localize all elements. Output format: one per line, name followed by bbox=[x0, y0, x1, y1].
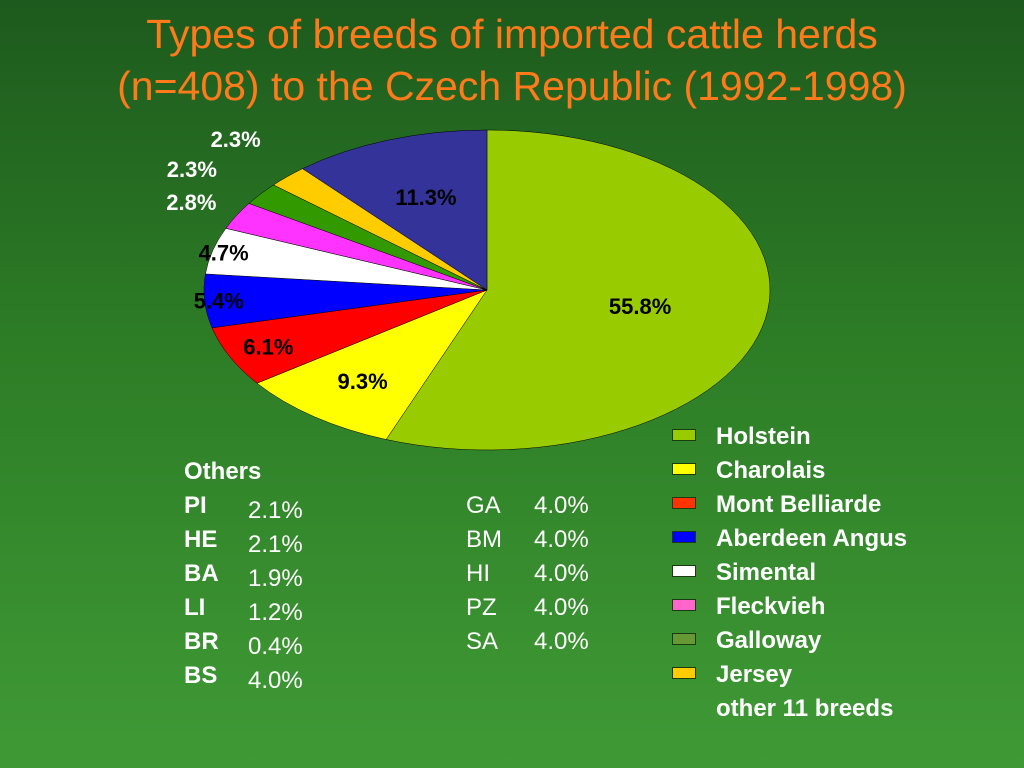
others-value: 0.4% bbox=[248, 633, 303, 660]
legend-item-other-breeds: other 11 breeds bbox=[672, 695, 992, 731]
pie-data-label: 11.3% bbox=[395, 185, 456, 210]
pie-data-label: 2.3% bbox=[167, 157, 217, 182]
legend-item-galloway: Galloway bbox=[672, 627, 992, 663]
others-value: 4.0% bbox=[248, 667, 303, 694]
legend-swatch bbox=[672, 667, 696, 679]
others-value: 2.1% bbox=[248, 497, 303, 524]
others-code: HE bbox=[184, 526, 218, 553]
pie-slice-holstein bbox=[385, 129, 771, 451]
others-value: 1.2% bbox=[248, 599, 303, 626]
others-value: 4.0% bbox=[534, 560, 589, 587]
others-code: PZ bbox=[466, 594, 497, 621]
legend-label: Galloway bbox=[716, 627, 822, 654]
others-value: 4.0% bbox=[534, 628, 589, 655]
others-value: 2.1% bbox=[248, 531, 303, 558]
pie-data-label: 5.4% bbox=[194, 288, 244, 313]
others-code: BR bbox=[184, 628, 219, 655]
others-code: BA bbox=[184, 560, 219, 587]
legend-swatch bbox=[672, 633, 696, 645]
others-code: PI bbox=[184, 492, 207, 519]
chart-title-line2: (n=408) to the Czech Republic (1992-1998… bbox=[117, 63, 907, 109]
others-code: LI bbox=[184, 594, 206, 621]
legend-item-aberdeen-angus: Aberdeen Angus bbox=[672, 525, 992, 561]
others-row: HI 4.0% bbox=[466, 560, 626, 594]
legend-label: Mont Belliarde bbox=[716, 491, 882, 518]
legend-label: Holstein bbox=[716, 423, 811, 450]
others-value: 4.0% bbox=[534, 594, 589, 621]
pie-data-label: 55.8% bbox=[609, 294, 671, 319]
legend-swatch bbox=[672, 565, 696, 577]
others-row: SA 4.0% bbox=[466, 628, 626, 662]
legend-label: Jersey bbox=[716, 661, 793, 688]
others-value: 4.0% bbox=[534, 492, 589, 519]
pie-data-label: 4.7% bbox=[199, 240, 249, 265]
legend-item-fleckvieh: Fleckvieh bbox=[672, 593, 992, 629]
others-row: BM 4.0% bbox=[466, 526, 626, 560]
pie-data-label: 2.3% bbox=[211, 127, 261, 152]
others-code: HI bbox=[466, 560, 490, 587]
legend-label: Aberdeen Angus bbox=[716, 525, 908, 552]
others-table-2: GA 4.0% BM 4.0% HI 4.0% PZ 4.0% SA 4.0% bbox=[466, 492, 626, 662]
others-row: BA 1.9% bbox=[184, 560, 344, 594]
legend-swatch bbox=[672, 463, 696, 475]
legend-swatch bbox=[672, 429, 696, 441]
legend-swatch bbox=[672, 497, 696, 509]
pie-data-label: 2.8% bbox=[166, 190, 216, 215]
legend-label: other 11 breeds bbox=[716, 695, 894, 722]
others-code: BM bbox=[466, 526, 502, 553]
chart-title-line1: Types of breeds of imported cattle herds bbox=[146, 11, 878, 57]
others-row: LI 1.2% bbox=[184, 594, 344, 628]
others-row: HE 2.1% bbox=[184, 526, 344, 560]
legend-item-holstein: Holstein bbox=[672, 423, 992, 459]
others-value: 4.0% bbox=[534, 526, 589, 553]
pie-data-label: 9.3% bbox=[338, 369, 388, 394]
others-code: GA bbox=[466, 492, 501, 519]
legend-label: Fleckvieh bbox=[716, 593, 826, 620]
others-row: PZ 4.0% bbox=[466, 594, 626, 628]
pie-data-label: 6.1% bbox=[243, 335, 293, 360]
others-value: 1.9% bbox=[248, 565, 303, 592]
others-title: Others bbox=[184, 458, 262, 485]
others-row: BS 4.0% bbox=[184, 662, 344, 696]
others-row: BR 0.4% bbox=[184, 628, 344, 662]
legend: Holstein Charolais Mont Belliarde Aberde… bbox=[672, 423, 992, 731]
legend-item-charolais: Charolais bbox=[672, 457, 992, 493]
chart-title: Types of breeds of imported cattle herds… bbox=[0, 8, 1024, 112]
legend-swatch bbox=[672, 599, 696, 611]
legend-item-simental: Simental bbox=[672, 559, 992, 595]
others-table: Others PI 2.1% HE 2.1% BA 1.9% LI 1.2% B… bbox=[184, 458, 344, 696]
others-code: SA bbox=[466, 628, 499, 655]
legend-item-jersey: Jersey bbox=[672, 661, 992, 697]
pie-slice-other-11-breeds bbox=[302, 129, 488, 291]
others-code: BS bbox=[184, 662, 218, 689]
legend-label: Simental bbox=[716, 559, 817, 586]
others-row: GA 4.0% bbox=[466, 492, 626, 526]
legend-swatch bbox=[672, 531, 696, 543]
legend-label: Charolais bbox=[716, 457, 826, 484]
legend-item-mont-belliarde: Mont Belliarde bbox=[672, 491, 992, 527]
pie-slice-charolais bbox=[256, 289, 488, 440]
others-row: PI 2.1% bbox=[184, 492, 344, 526]
